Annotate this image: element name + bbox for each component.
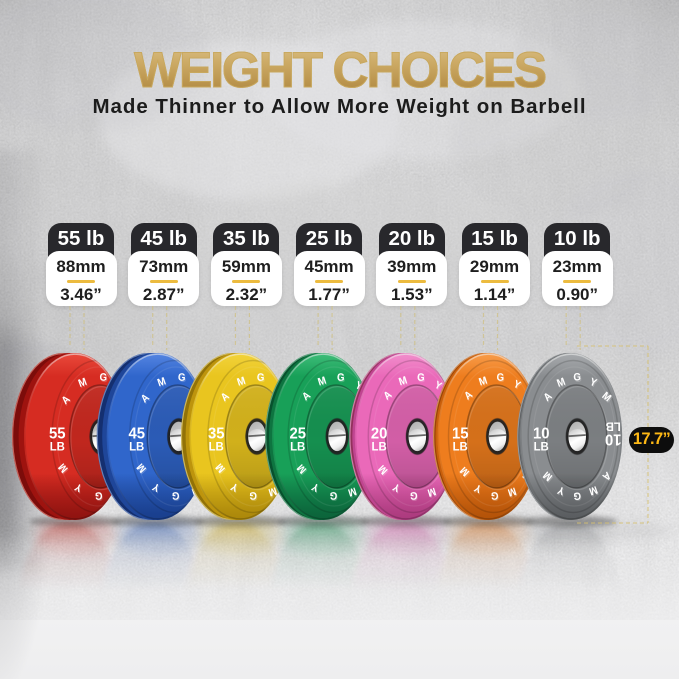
svg-text:Y: Y xyxy=(310,480,321,493)
svg-text:Y: Y xyxy=(433,379,444,392)
svg-text:G: G xyxy=(410,490,418,502)
svg-text:M: M xyxy=(236,375,247,388)
svg-text:Y: Y xyxy=(588,377,598,390)
svg-text:M: M xyxy=(346,484,357,497)
svg-text:15: 15 xyxy=(452,425,469,443)
svg-text:Y: Y xyxy=(73,480,84,493)
svg-text:M: M xyxy=(507,486,518,499)
svg-text:Y: Y xyxy=(474,482,485,495)
svg-text:G: G xyxy=(497,373,505,385)
svg-text:M: M xyxy=(268,485,279,498)
svg-text:G: G xyxy=(172,490,180,502)
svg-text:M: M xyxy=(78,378,90,392)
svg-text:G: G xyxy=(410,489,418,501)
svg-text:LB: LB xyxy=(50,440,65,453)
svg-text:G: G xyxy=(178,373,186,385)
svg-text:G: G xyxy=(574,374,582,386)
svg-text:G: G xyxy=(417,373,425,385)
svg-text:G: G xyxy=(417,372,425,384)
svg-text:M: M xyxy=(588,484,600,498)
svg-text:G: G xyxy=(95,489,103,501)
svg-text:M: M xyxy=(506,484,517,497)
svg-text:G: G xyxy=(172,489,180,501)
svg-text:35: 35 xyxy=(208,425,225,443)
svg-text:M: M xyxy=(156,376,167,390)
svg-text:45: 45 xyxy=(128,425,145,443)
svg-text:Y: Y xyxy=(152,481,163,494)
svg-text:M: M xyxy=(317,375,328,388)
svg-text:LB: LB xyxy=(372,440,387,453)
svg-text:M: M xyxy=(237,377,248,390)
svg-text:Y: Y xyxy=(511,379,522,392)
svg-text:G: G xyxy=(573,489,581,501)
svg-text:M: M xyxy=(77,376,89,390)
svg-text:Y: Y xyxy=(556,483,566,496)
svg-text:G: G xyxy=(491,490,499,502)
svg-text:Y: Y xyxy=(512,380,523,393)
svg-text:M: M xyxy=(556,378,568,392)
svg-text:LB: LB xyxy=(290,440,305,453)
svg-text:20: 20 xyxy=(371,425,388,443)
svg-text:M: M xyxy=(398,375,409,388)
svg-text:Y: Y xyxy=(229,480,240,493)
svg-text:G: G xyxy=(249,489,257,501)
svg-text:Y: Y xyxy=(230,481,241,494)
svg-text:G: G xyxy=(491,489,499,501)
svg-text:M: M xyxy=(478,375,489,388)
svg-text:Y: Y xyxy=(391,480,402,493)
svg-text:G: G xyxy=(257,373,265,385)
svg-text:M: M xyxy=(398,376,409,389)
svg-text:G: G xyxy=(496,372,504,384)
svg-text:G: G xyxy=(256,372,264,384)
svg-text:Y: Y xyxy=(473,481,484,494)
svg-text:G: G xyxy=(100,373,108,385)
svg-text:Y: Y xyxy=(557,485,567,498)
svg-text:LB: LB xyxy=(209,440,224,453)
svg-text:G: G xyxy=(99,372,107,384)
svg-text:G: G xyxy=(329,489,337,501)
svg-text:M: M xyxy=(267,484,278,497)
svg-text:G: G xyxy=(178,372,186,384)
svg-text:G: G xyxy=(337,373,345,385)
svg-text:M: M xyxy=(157,377,168,391)
svg-text:M: M xyxy=(478,376,489,389)
svg-text:M: M xyxy=(587,483,599,497)
svg-text:Y: Y xyxy=(74,482,85,495)
svg-text:Y: Y xyxy=(151,480,162,493)
svg-text:Y: Y xyxy=(392,482,403,495)
svg-text:M: M xyxy=(427,486,438,499)
svg-text:LB: LB xyxy=(453,440,468,453)
svg-text:M: M xyxy=(347,486,358,499)
svg-text:G: G xyxy=(330,490,338,502)
svg-text:Y: Y xyxy=(589,378,599,391)
svg-text:G: G xyxy=(250,490,258,502)
svg-text:Y: Y xyxy=(433,381,444,394)
svg-text:G: G xyxy=(573,372,581,384)
svg-text:LB: LB xyxy=(129,440,144,453)
svg-text:25: 25 xyxy=(289,425,306,443)
svg-text:10: 10 xyxy=(605,431,622,449)
svg-text:10: 10 xyxy=(533,425,550,443)
svg-text:Y: Y xyxy=(353,380,364,393)
svg-text:LB: LB xyxy=(606,420,621,433)
svg-text:G: G xyxy=(95,490,103,502)
svg-text:G: G xyxy=(337,372,345,384)
svg-text:55: 55 xyxy=(49,425,66,443)
svg-text:M: M xyxy=(556,376,568,390)
svg-text:LB: LB xyxy=(534,440,549,453)
svg-text:M: M xyxy=(317,376,328,389)
svg-text:G: G xyxy=(574,491,582,503)
svg-text:M: M xyxy=(426,485,437,498)
svg-text:Y: Y xyxy=(311,481,322,494)
